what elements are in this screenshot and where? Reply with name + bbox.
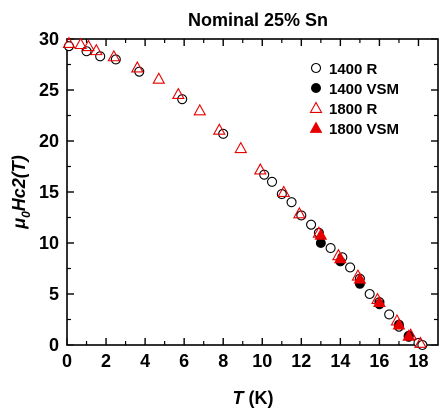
y-tick-label: 25 [39,80,59,100]
data-point [402,329,416,341]
legend-label: 1400 VSM [329,81,399,98]
legend-marker [309,121,323,133]
y-tick-label: 20 [39,131,59,151]
data-point [345,262,356,273]
chart-title: Nominal 25% Sn [188,10,328,30]
legend-label: 1800 R [329,101,378,118]
legend-marker [311,83,321,93]
legend-label: 1800 VSM [329,121,399,138]
data-point [74,37,88,50]
y-tick-label: 5 [49,284,59,304]
data-point [266,176,278,187]
data-point [325,243,336,254]
legend-label: 1400 R [329,61,378,78]
legend: 1400 R 1400 VSM 1800 R 1800 VSM [309,61,399,138]
data-point [413,336,427,348]
data-point [277,185,291,197]
x-tick-labels: 0 2 4 6 8 10 12 14 16 18 [62,351,428,371]
y-axis-label-mu: μ [9,218,29,230]
data-point [95,51,106,62]
y-tick-label: 30 [39,29,59,49]
data-point [62,36,76,49]
data-point [286,197,297,208]
data-point [384,309,395,320]
x-axis-label-unit: (K) [244,388,274,408]
x-tick-label: 18 [408,351,428,371]
data-point [253,162,267,175]
data-point [234,141,248,154]
data-point [364,288,375,300]
x-tick-label: 10 [252,351,272,371]
data-point [89,43,103,56]
x-tick-label: 14 [330,351,350,371]
x-tick-label: 2 [101,351,111,371]
y-tick-labels: 0 5 10 15 20 25 30 [39,29,59,355]
data-points [62,36,428,351]
x-tick-label: 0 [62,351,72,371]
data-point [392,318,406,330]
y-axis-label-rest: Hc2(T) [9,155,29,211]
axis-ticks [66,38,438,346]
data-point [107,49,121,62]
y-axis-label: μ0Hc2(T) [9,155,33,230]
y-tick-label: 0 [49,335,59,355]
data-point [193,103,207,116]
legend-marker [310,62,322,74]
x-axis-label-variable: T [233,388,246,408]
y-axis-label-subscript: 0 [19,211,33,218]
x-axis-label: T (K) [233,388,274,408]
data-point [82,39,95,52]
x-tick-label: 16 [369,351,389,371]
data-point [353,272,367,284]
data-point [334,251,347,264]
x-tick-label: 4 [140,351,150,371]
data-point [212,123,226,135]
x-tick-label: 6 [179,351,189,371]
y-tick-label: 10 [39,233,59,253]
data-point [306,219,317,230]
data-point [171,87,185,100]
legend-marker [309,101,323,113]
x-tick-label: 8 [218,351,228,371]
data-point [152,72,166,84]
data-point [314,228,328,240]
y-tick-label: 15 [39,182,59,202]
data-point [315,238,326,248]
data-point [292,206,306,219]
x-tick-label: 12 [291,351,311,371]
data-point [130,60,144,73]
data-point [373,295,386,308]
